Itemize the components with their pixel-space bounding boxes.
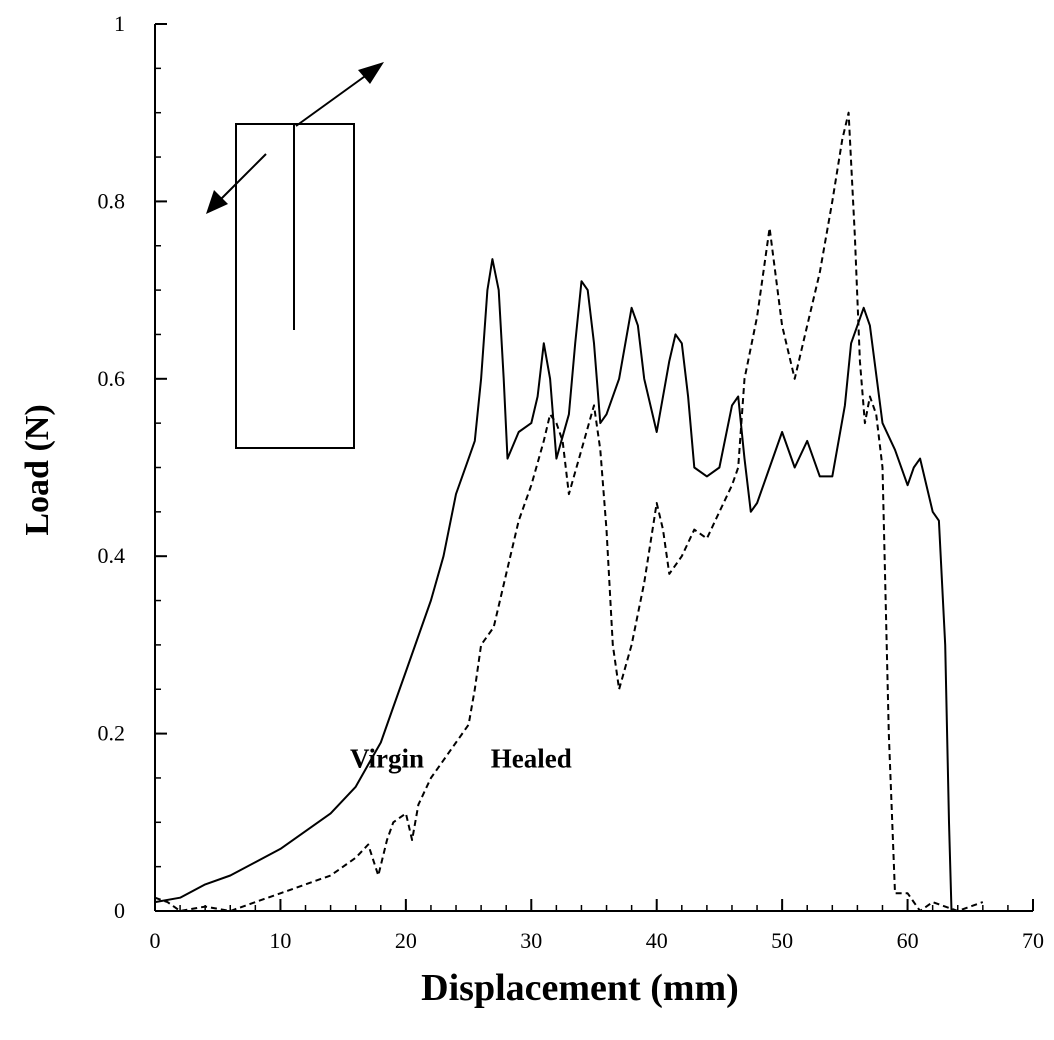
y-tick-label: 0 xyxy=(114,898,125,923)
x-tick-label: 10 xyxy=(269,928,291,953)
y-tick-label: 0.4 xyxy=(98,543,126,568)
series-layer: Virgin Healed xyxy=(154,111,984,912)
x-tick-label: 60 xyxy=(897,928,919,953)
y-tick-label: 0.2 xyxy=(98,721,126,746)
y-tick-label: 0.6 xyxy=(98,366,126,391)
x-tick-label: 30 xyxy=(520,928,542,953)
arrowhead-down-left-icon xyxy=(206,190,228,214)
x-tick-label: 0 xyxy=(150,928,161,953)
x-tick-label: 50 xyxy=(771,928,793,953)
y-axis-title: Load (N) xyxy=(19,404,56,535)
pull-arrow-down-left xyxy=(217,153,267,203)
x-axis-title: Displacement (mm) xyxy=(421,967,739,1009)
pull-arrow-up-right xyxy=(295,73,369,127)
series-label-virgin: Virgin xyxy=(350,744,424,774)
series-label-healed: Healed xyxy=(491,744,572,774)
specimen-inset xyxy=(206,62,384,449)
series-line-virgin xyxy=(154,258,953,912)
axes: 00.20.40.60.810 10 20 30 40 50 60 70 xyxy=(98,11,1045,953)
x-tick-label: 20 xyxy=(395,928,417,953)
y-tick-label: 1 xyxy=(114,11,125,36)
series-line-healed xyxy=(154,111,984,912)
arrowhead-up-right-icon xyxy=(358,62,384,84)
x-tick-label: 70 xyxy=(1022,928,1044,953)
y-tick-label: 0.8 xyxy=(98,188,126,213)
x-tick-label: 40 xyxy=(646,928,668,953)
